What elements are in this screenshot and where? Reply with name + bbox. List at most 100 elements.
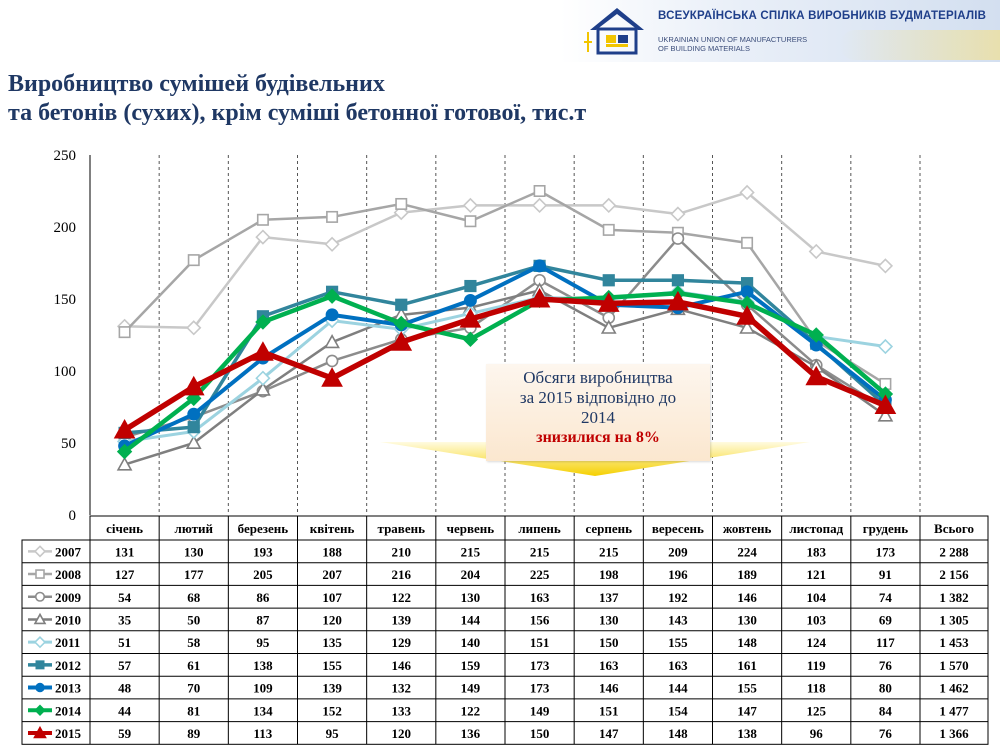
- table-row: 2011 51 58 95 135 129 140 151 150 155 148 124 117 1 4…: [28, 635, 969, 650]
- data-point: [739, 184, 755, 201]
- legend-year: 2008: [55, 567, 82, 582]
- data-point: [324, 288, 340, 304]
- table-cell: 130: [184, 544, 204, 559]
- y-tick-label: 200: [54, 220, 77, 236]
- month-label: жовтень: [723, 521, 772, 536]
- table-cell: 69: [879, 612, 893, 627]
- legend-key-marker: [33, 612, 47, 625]
- table-cell: 155: [737, 681, 757, 696]
- table-cell: 121: [807, 567, 827, 582]
- decline-callout: Обсяги виробництва за 2015 відповідно до…: [486, 364, 710, 461]
- page-title: Виробництво сумішей будівельних та бетон…: [8, 70, 728, 128]
- series-line-2008: [123, 189, 887, 386]
- table-cell: 149: [461, 681, 481, 696]
- table-cell: 70: [187, 681, 200, 696]
- data-point: [255, 381, 271, 396]
- month-label: липень: [518, 521, 561, 536]
- table-cell: 163: [530, 590, 550, 605]
- data-point: [528, 287, 551, 308]
- organization-name-english: UKRAINIAN UNION OF MANUFACTURERS OF BUIL…: [658, 35, 818, 53]
- legend-key-marker: [33, 545, 47, 558]
- table-cell: 117: [876, 635, 895, 650]
- page-title-line1: Виробництво сумішей будівельних: [8, 71, 385, 97]
- table-cell: 216: [392, 567, 412, 582]
- data-point: [325, 354, 339, 368]
- table-cell: 127: [115, 567, 135, 582]
- total-header: Всього: [934, 521, 974, 536]
- legend-year: 2014: [55, 703, 82, 718]
- table-cell: 151: [599, 703, 619, 718]
- data-point: [463, 293, 477, 307]
- data-point: [187, 254, 200, 267]
- data-point: [395, 197, 408, 210]
- table-cell: 156: [530, 612, 550, 627]
- table-cell: 163: [599, 658, 619, 673]
- table-cell: 155: [668, 635, 688, 650]
- table-cell: 74: [879, 590, 893, 605]
- table-cell: 209: [668, 544, 688, 559]
- table-cell: 189: [737, 567, 757, 582]
- table-cell: 107: [322, 590, 342, 605]
- table-cell: 136: [461, 726, 481, 741]
- data-point: [670, 206, 686, 222]
- table-cell: 196: [668, 567, 688, 582]
- data-point: [805, 365, 828, 386]
- data-point: [462, 331, 479, 348]
- page-title-line2: та бетонів (сухих), крім суміші бетонної…: [8, 100, 587, 126]
- data-point: [874, 394, 897, 415]
- y-tick-label: 0: [69, 508, 77, 524]
- table-cell: 95: [326, 726, 340, 741]
- table-cell: 207: [322, 567, 342, 582]
- table-total-cell: 1 453: [939, 635, 969, 650]
- table-cell: 103: [807, 612, 827, 627]
- data-point: [185, 434, 202, 450]
- table-cell: 68: [187, 590, 201, 605]
- legend-year: 2011: [55, 635, 80, 650]
- table-cell: 144: [668, 681, 688, 696]
- table-cell: 104: [807, 590, 827, 605]
- data-point: [390, 331, 413, 351]
- data-point: [324, 334, 340, 349]
- table-total-cell: 1 477: [939, 703, 969, 718]
- table-cell: 59: [118, 726, 132, 741]
- table-total-cell: 2 156: [939, 567, 969, 582]
- month-label: лютий: [175, 521, 214, 536]
- table-row: 2014 44 81 134 152 133 122 149 151 154 147 125 84 1 4…: [28, 703, 969, 718]
- table-row: 2012 57 61 138 155 146 159 173 163 163 161 119 76 1 5…: [28, 658, 969, 673]
- legend-year: 2013: [55, 681, 82, 696]
- table-cell: 198: [599, 567, 619, 582]
- header-glow: [840, 30, 1000, 60]
- table-cell: 161: [737, 658, 757, 673]
- table-cell: 148: [737, 635, 757, 650]
- data-point: [113, 419, 136, 439]
- table-cell: 133: [392, 703, 412, 718]
- data-point: [256, 213, 269, 226]
- table-cell: 113: [254, 726, 273, 741]
- table-cell: 173: [530, 658, 550, 673]
- legend-key-marker: [34, 591, 46, 602]
- table-cell: 188: [322, 544, 342, 559]
- table-cell: 125: [807, 703, 827, 718]
- union-logo: [584, 8, 644, 55]
- table-cell: 54: [118, 590, 132, 605]
- table-cell: 130: [599, 612, 619, 627]
- legend-year: 2010: [55, 612, 81, 627]
- table-cell: 51: [118, 635, 131, 650]
- data-point: [600, 319, 617, 334]
- table-cell: 130: [461, 590, 481, 605]
- data-point: [877, 338, 894, 355]
- y-tick-label: 250: [54, 148, 77, 164]
- callout-line3: 2014: [581, 408, 615, 427]
- table-cell: 80: [879, 681, 892, 696]
- data-point: [182, 375, 205, 396]
- month-label: червень: [447, 521, 495, 536]
- table-cell: 144: [461, 612, 481, 627]
- table-total-cell: 1 382: [939, 590, 968, 605]
- table-cell: 139: [322, 681, 342, 696]
- table-cell: 131: [115, 544, 135, 559]
- table-cell: 192: [668, 590, 688, 605]
- table-cell: 61: [187, 658, 200, 673]
- organization-name-english-line1: UKRAINIAN UNION OF MANUFACTURERS: [658, 35, 808, 44]
- table-cell: 193: [253, 544, 273, 559]
- table-cell: 173: [530, 681, 550, 696]
